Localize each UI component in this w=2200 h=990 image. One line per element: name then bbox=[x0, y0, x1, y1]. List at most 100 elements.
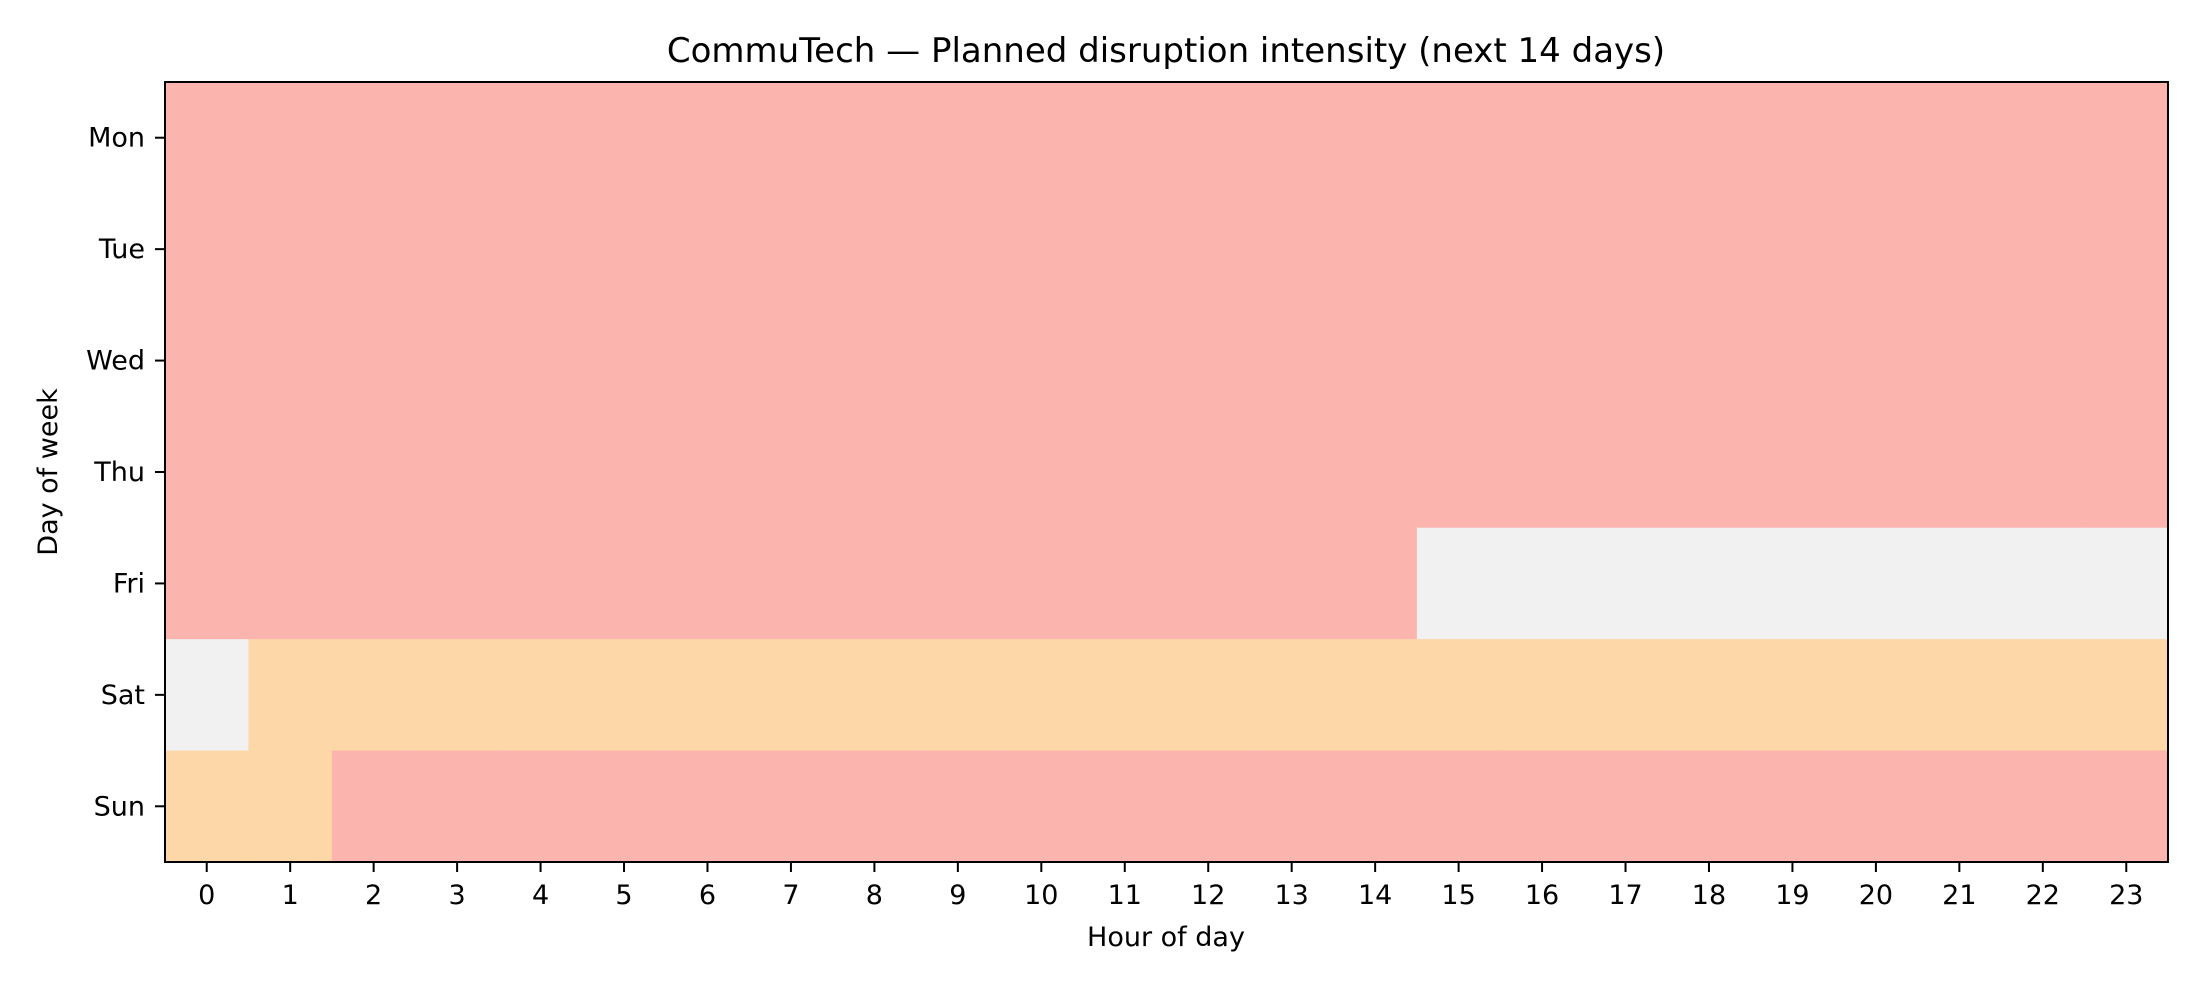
heatmap-cell-tue-15 bbox=[1416, 193, 1501, 306]
heatmap-cell-sat-11 bbox=[1083, 639, 1168, 752]
heatmap-cell-sun-7 bbox=[749, 750, 834, 863]
heatmap-cell-thu-17 bbox=[1583, 416, 1668, 529]
heatmap-cell-mon-6 bbox=[665, 82, 750, 195]
heatmap-cell-fri-8 bbox=[832, 527, 917, 640]
heatmap-cell-sat-8 bbox=[832, 639, 917, 752]
heatmap-cell-sun-17 bbox=[1583, 750, 1668, 863]
heatmap-cell-wed-5 bbox=[582, 304, 667, 417]
heatmap-cell-wed-1 bbox=[248, 304, 333, 417]
heatmap-cell-wed-15 bbox=[1416, 304, 1501, 417]
heatmap-cell-tue-13 bbox=[1249, 193, 1335, 306]
heatmap-cell-fri-1 bbox=[248, 527, 333, 640]
heatmap-cell-sun-1 bbox=[248, 750, 333, 863]
heatmap-cell-fri-6 bbox=[665, 527, 750, 640]
x-tick-label: 9 bbox=[949, 880, 966, 911]
heatmap-cell-wed-17 bbox=[1583, 304, 1668, 417]
heatmap-cell-thu-11 bbox=[1083, 416, 1168, 529]
heatmap-cell-sun-13 bbox=[1249, 750, 1335, 863]
heatmap-cell-tue-18 bbox=[1667, 193, 1752, 306]
heatmap-cell-mon-0 bbox=[165, 82, 250, 195]
heatmap-cell-tue-4 bbox=[498, 193, 583, 306]
heatmap-cell-sun-6 bbox=[665, 750, 750, 863]
heatmap-cell-sun-5 bbox=[582, 750, 667, 863]
heatmap-cell-mon-23 bbox=[2084, 82, 2169, 195]
heatmap-cell-sun-18 bbox=[1667, 750, 1752, 863]
x-tick-label: 17 bbox=[1608, 880, 1642, 911]
heatmap-cell-tue-22 bbox=[2001, 193, 2086, 306]
heatmap-cell-sun-4 bbox=[498, 750, 583, 863]
heatmap-cell-sat-2 bbox=[331, 639, 416, 752]
y-tick-label: Sat bbox=[101, 680, 145, 711]
heatmap-cell-mon-17 bbox=[1583, 82, 1668, 195]
heatmap-cell-mon-8 bbox=[832, 82, 917, 195]
heatmap-cell-mon-7 bbox=[749, 82, 834, 195]
heatmap-cell-fri-23 bbox=[2084, 527, 2169, 640]
x-axis-ticks: 0 1 2 3 4 5 6 7 8 9 10 11 12 13 14 15 16 17 18 19 20 21 22 23 bbox=[198, 862, 2143, 911]
heatmap-cell-sat-10 bbox=[999, 639, 1084, 752]
heatmap-cell-wed-3 bbox=[415, 304, 500, 417]
heatmap-cells bbox=[165, 82, 2169, 863]
x-tick-label: 22 bbox=[2026, 880, 2060, 911]
heatmap-cell-thu-16 bbox=[1500, 416, 1585, 529]
heatmap-cell-tue-9 bbox=[916, 193, 1001, 306]
x-tick-label: 23 bbox=[2109, 880, 2143, 911]
heatmap-cell-sun-23 bbox=[2084, 750, 2169, 863]
y-tick-label: Thu bbox=[93, 457, 145, 488]
x-tick-label: 13 bbox=[1275, 880, 1309, 911]
heatmap-cell-sat-15 bbox=[1416, 639, 1501, 752]
heatmap-cell-sun-2 bbox=[331, 750, 416, 863]
heatmap-cell-fri-3 bbox=[415, 527, 500, 640]
heatmap-cell-sun-3 bbox=[415, 750, 500, 863]
heatmap-cell-fri-13 bbox=[1249, 527, 1335, 640]
heatmap-cell-fri-22 bbox=[2001, 527, 2086, 640]
heatmap-cell-mon-21 bbox=[1917, 82, 2002, 195]
heatmap-cell-sun-11 bbox=[1083, 750, 1168, 863]
heatmap-cell-wed-19 bbox=[1750, 304, 1835, 417]
x-tick-label: 3 bbox=[449, 880, 466, 911]
heatmap-cell-mon-13 bbox=[1249, 82, 1335, 195]
heatmap-cell-thu-8 bbox=[832, 416, 917, 529]
heatmap-cell-wed-7 bbox=[749, 304, 834, 417]
heatmap-cell-sat-5 bbox=[582, 639, 667, 752]
heatmap-cell-wed-11 bbox=[1083, 304, 1168, 417]
heatmap-cell-fri-7 bbox=[749, 527, 834, 640]
x-tick-label: 1 bbox=[282, 880, 299, 911]
heatmap-cell-fri-12 bbox=[1166, 527, 1251, 640]
heatmap-cell-sat-23 bbox=[2084, 639, 2169, 752]
heatmap-cell-thu-22 bbox=[2001, 416, 2086, 529]
chart-title: CommuTech — Planned disruption intensity… bbox=[667, 31, 1665, 71]
y-tick-label: Sun bbox=[94, 791, 145, 822]
heatmap-cell-thu-4 bbox=[498, 416, 583, 529]
heatmap-cell-sat-16 bbox=[1500, 639, 1585, 752]
heatmap-cell-sun-12 bbox=[1166, 750, 1251, 863]
x-tick-label: 12 bbox=[1191, 880, 1225, 911]
heatmap-cell-mon-15 bbox=[1416, 82, 1501, 195]
heatmap-cell-sun-0 bbox=[165, 750, 250, 863]
heatmap-cell-wed-10 bbox=[999, 304, 1084, 417]
heatmap-cell-sun-16 bbox=[1500, 750, 1585, 863]
heatmap-cell-tue-20 bbox=[1834, 193, 1919, 306]
heatmap-cell-wed-0 bbox=[165, 304, 250, 417]
heatmap-cell-wed-9 bbox=[916, 304, 1001, 417]
x-tick-label: 14 bbox=[1358, 880, 1392, 911]
heatmap-cell-fri-2 bbox=[331, 527, 416, 640]
heatmap-cell-sat-22 bbox=[2001, 639, 2086, 752]
heatmap-cell-thu-9 bbox=[916, 416, 1001, 529]
heatmap-cell-thu-18 bbox=[1667, 416, 1752, 529]
heatmap-cell-sat-0 bbox=[165, 639, 250, 752]
y-tick-label: Fri bbox=[113, 568, 145, 599]
heatmap-cell-sat-3 bbox=[415, 639, 500, 752]
heatmap-cell-sat-9 bbox=[916, 639, 1001, 752]
heatmap-cell-sun-21 bbox=[1917, 750, 2002, 863]
heatmap-cell-thu-6 bbox=[665, 416, 750, 529]
x-tick-label: 2 bbox=[365, 880, 382, 911]
x-tick-label: 10 bbox=[1024, 880, 1058, 911]
x-axis-label: Hour of day bbox=[1087, 922, 1245, 953]
heatmap-cell-thu-21 bbox=[1917, 416, 2002, 529]
heatmap-cell-sat-12 bbox=[1166, 639, 1251, 752]
x-tick-label: 16 bbox=[1525, 880, 1559, 911]
heatmap-cell-thu-2 bbox=[331, 416, 416, 529]
heatmap-cell-wed-22 bbox=[2001, 304, 2086, 417]
heatmap-cell-mon-16 bbox=[1500, 82, 1585, 195]
